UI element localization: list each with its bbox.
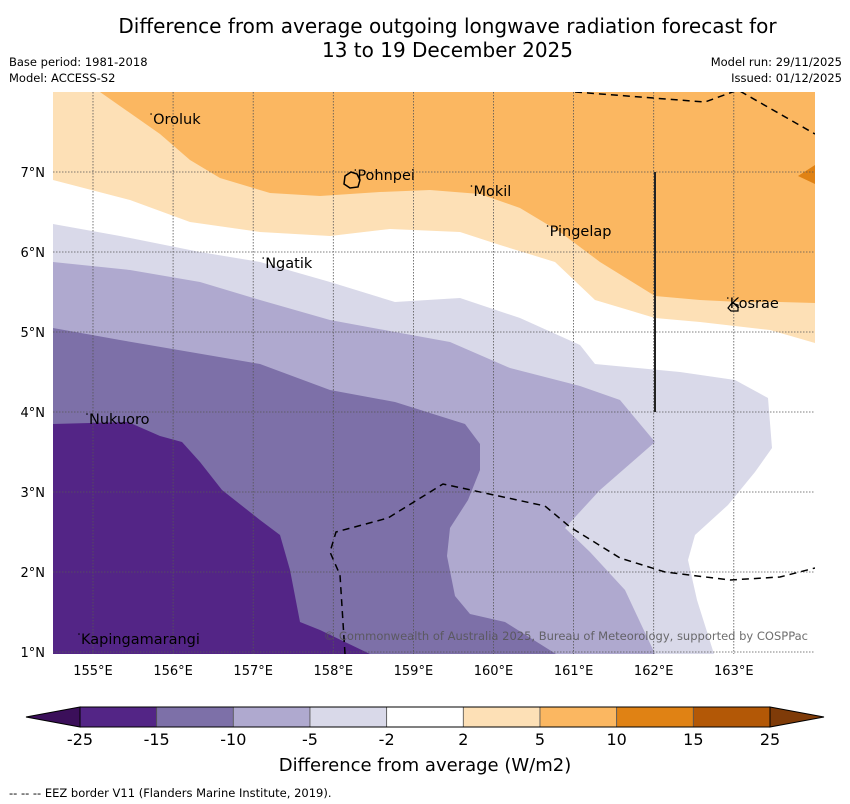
eez-borders (329, 92, 815, 654)
colorbar-segment (462, 706, 541, 728)
colorbar (25, 706, 825, 728)
pohnpei-island-outline (343, 171, 361, 189)
latitude-tick-label: 6°N (21, 246, 46, 261)
colorbar-extend-low (25, 706, 81, 728)
eez-footnote: -- -- -- EEZ border V11 (Flanders Marine… (9, 786, 332, 800)
colorbar-segment (616, 706, 694, 728)
place-label-kapingamarangi: Kapingamarangi (81, 632, 200, 648)
longitude-tick-label: 160°E (474, 664, 514, 679)
latitude-tick-label: 1°N (21, 646, 46, 661)
colorbar-segment (539, 706, 618, 728)
place-marker (726, 297, 729, 299)
colorbar-tick-label: -2 (378, 730, 395, 749)
colorbar-extend-high (769, 706, 825, 728)
band-minus25-minus15 (53, 422, 370, 654)
base-period: Base period: 1981-2018 (9, 55, 148, 69)
colorbar-segment (692, 706, 771, 728)
place-labels: Oroluk Pohnpei Mokil Pingelap Ngatik Kosrae Nu… (78, 112, 779, 648)
colorbar-segment (232, 706, 311, 728)
place-marker (354, 169, 357, 171)
colorbar-tick-label: 2 (458, 730, 469, 749)
longitude-tick-label: 163°E (714, 664, 754, 679)
copyright-notice: © Commonwealth of Australia 2025, Bureau… (324, 629, 808, 643)
eez-border-north (574, 92, 815, 135)
colorbar-tick-label: -5 (302, 730, 318, 749)
latitude-labels: 1°N 2°N 3°N 4°N 5°N 6°N 7°N (21, 166, 46, 661)
colorbar-segment (79, 706, 158, 728)
latitude-tick-label: 3°N (21, 486, 46, 501)
place-marker (86, 413, 88, 415)
longitude-tick-label: 158°E (314, 664, 354, 679)
place-label-nukuoro: Nukuoro (89, 412, 150, 428)
place-marker (78, 633, 80, 635)
contour-layer (53, 92, 815, 654)
metadata-right: Model run: 29/11/2025 Issued: 01/12/2025 (711, 54, 842, 86)
colorbar-tick-label: -25 (66, 730, 94, 749)
place-label-oroluk: Oroluk (153, 112, 201, 128)
colorbar-tick-label: 25 (759, 730, 781, 749)
gridlines (53, 92, 815, 654)
title-line-2: 13 to 19 December 2025 (321, 38, 573, 62)
place-label-pohnpei: Pohnpei (357, 168, 415, 184)
eez-border-south (329, 483, 815, 654)
title-line-1: Difference from average outgoing longwav… (118, 14, 777, 38)
model-name: Model: ACCESS-S2 (9, 71, 116, 85)
colorbar-outline (79, 706, 771, 728)
place-marker (546, 225, 549, 227)
colorbar-tick-label: 5 (534, 730, 546, 749)
colorbar-tick-label: 10 (606, 730, 627, 749)
colorbar-tick-label: -15 (143, 730, 170, 749)
colorbar-tick-label: -10 (220, 730, 247, 749)
longitude-tick-label: 161°E (554, 664, 594, 679)
place-marker (150, 113, 152, 115)
longitude-tick-label: 162°E (634, 664, 674, 679)
place-label-mokil: Mokil (473, 184, 511, 200)
model-run-date: Model run: 29/11/2025 (710, 55, 842, 69)
colorbar-segment (156, 706, 234, 728)
band-10-15 (798, 165, 815, 184)
colorbar-label: Difference from average (W/m2) (278, 755, 572, 776)
latitude-tick-label: 4°N (21, 406, 46, 421)
place-label-kosrae: Kosrae (730, 296, 779, 312)
latitude-tick-label: 2°N (21, 566, 46, 581)
kosrae-island-outline (727, 302, 739, 312)
longitude-labels: 155°E 156°E 157°E 158°E 159°E 160°E 161°E 162°E… (73, 664, 753, 679)
place-label-pingelap: Pingelap (550, 224, 612, 240)
band-5-10 (100, 92, 815, 303)
colorbar-tick-label: 15 (683, 730, 704, 749)
issued-date: Issued: 01/12/2025 (731, 71, 842, 85)
place-marker (262, 257, 265, 259)
longitude-tick-label: 155°E (73, 664, 113, 679)
longitude-tick-label: 156°E (153, 664, 193, 679)
chart-title: Difference from average outgoing longwav… (0, 14, 850, 62)
latitude-tick-label: 5°N (21, 326, 46, 341)
metadata-left: Base period: 1981-2018 Model: ACCESS-S2 (9, 54, 148, 86)
place-marker (470, 185, 473, 187)
latitude-tick-label: 7°N (21, 166, 46, 181)
longitude-tick-label: 157°E (233, 664, 273, 679)
longitude-tick-label: 159°E (394, 664, 434, 679)
colorbar-segment (386, 706, 464, 728)
place-label-ngatik: Ngatik (265, 256, 313, 272)
colorbar-segment (309, 706, 388, 728)
